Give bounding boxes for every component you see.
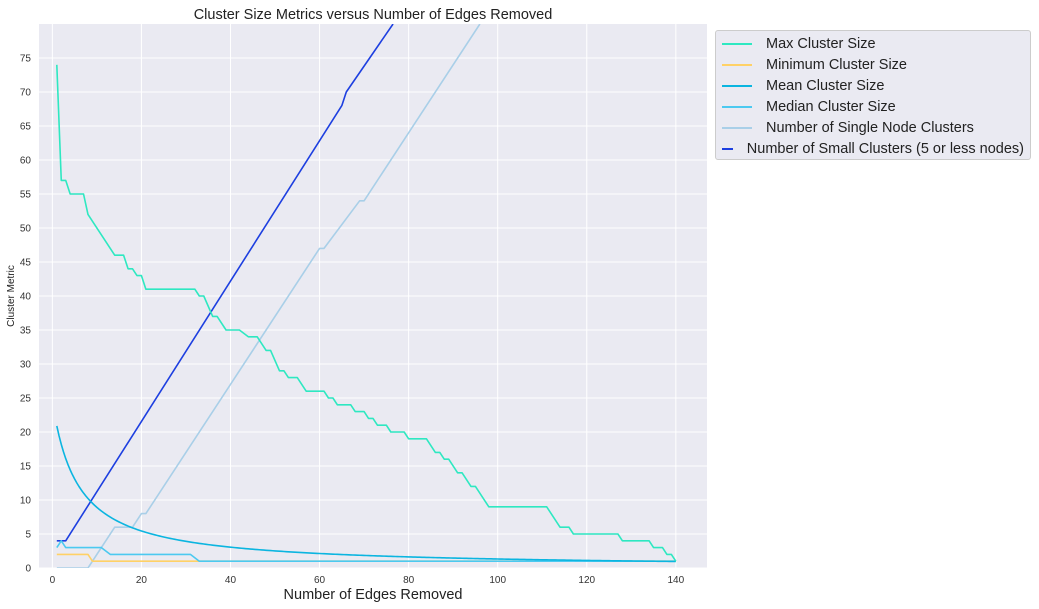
- y-tick-label: 10: [20, 496, 32, 507]
- legend-item-max-cluster-size: Max Cluster Size: [722, 33, 1024, 54]
- y-tick-label: 60: [20, 156, 32, 167]
- legend-label: Max Cluster Size: [766, 35, 876, 52]
- x-tick-label: 20: [136, 575, 148, 586]
- y-tick-label: 75: [20, 54, 32, 65]
- y-axis-label: Cluster Metric: [6, 265, 17, 327]
- grid-lines: [39, 24, 707, 569]
- x-axis-label: Number of Edges Removed: [284, 587, 463, 603]
- tick-labels: 0 5 10 15 20 25 30 35 40 45 50 55 60 65 70 75 0 20 40 60 80 1…: [20, 54, 685, 587]
- y-tick-label: 45: [20, 258, 32, 269]
- legend-item-median-cluster-size: Median Cluster Size: [722, 96, 1024, 117]
- y-tick-label: 35: [20, 326, 32, 337]
- y-tick-label: 30: [20, 360, 32, 371]
- y-tick-label: 70: [20, 88, 32, 99]
- x-tick-label: 80: [403, 575, 415, 586]
- y-tick-label: 15: [20, 462, 32, 473]
- chart-title: Cluster Size Metrics versus Number of Ed…: [194, 7, 553, 23]
- y-tick-label: 5: [25, 530, 31, 541]
- legend-swatch: [722, 126, 752, 129]
- series-line-mean-cluster-size: [56, 425, 676, 563]
- x-tick-label: 140: [667, 575, 684, 586]
- x-tick-label: 0: [50, 575, 56, 586]
- x-tick-label: 60: [314, 575, 326, 586]
- y-tick-label: 65: [20, 122, 32, 133]
- series-line-number-of-single-node-clusters: [56, 24, 481, 568]
- x-tick-label: 100: [489, 575, 506, 586]
- legend-label: Number of Small Clusters (5 or less node…: [746, 140, 1024, 157]
- legend-item-single-node-clusters: Number of Single Node Clusters: [722, 117, 1024, 138]
- legend-label: Median Cluster Size: [766, 98, 896, 115]
- legend-swatch: [722, 42, 752, 45]
- x-tick-label: 40: [225, 575, 237, 586]
- y-tick-label: 0: [25, 564, 31, 575]
- legend-swatch: [722, 84, 752, 87]
- series-line-max-cluster-size: [56, 64, 677, 562]
- legend-label: Mean Cluster Size: [766, 77, 885, 94]
- legend-swatch: [722, 105, 752, 108]
- y-tick-label: 25: [20, 394, 32, 405]
- legend-swatch: [722, 63, 752, 66]
- legend-item-small-clusters: Number of Small Clusters (5 or less node…: [722, 138, 1024, 159]
- x-tick-label: 120: [578, 575, 595, 586]
- y-tick-label: 55: [20, 190, 32, 201]
- legend-item-minimum-cluster-size: Minimum Cluster Size: [722, 54, 1024, 75]
- series-line-median-cluster-size: [56, 540, 676, 562]
- legend: Max Cluster Size Minimum Cluster Size Me…: [715, 30, 1031, 160]
- legend-item-mean-cluster-size: Mean Cluster Size: [722, 75, 1024, 96]
- y-tick-label: 40: [20, 292, 32, 303]
- legend-label: Number of Single Node Clusters: [766, 119, 974, 136]
- y-tick-label: 20: [20, 428, 32, 439]
- legend-swatch: [722, 147, 733, 150]
- y-tick-label: 50: [20, 224, 32, 235]
- series-layer: [56, 24, 677, 568]
- legend-label: Minimum Cluster Size: [766, 56, 907, 73]
